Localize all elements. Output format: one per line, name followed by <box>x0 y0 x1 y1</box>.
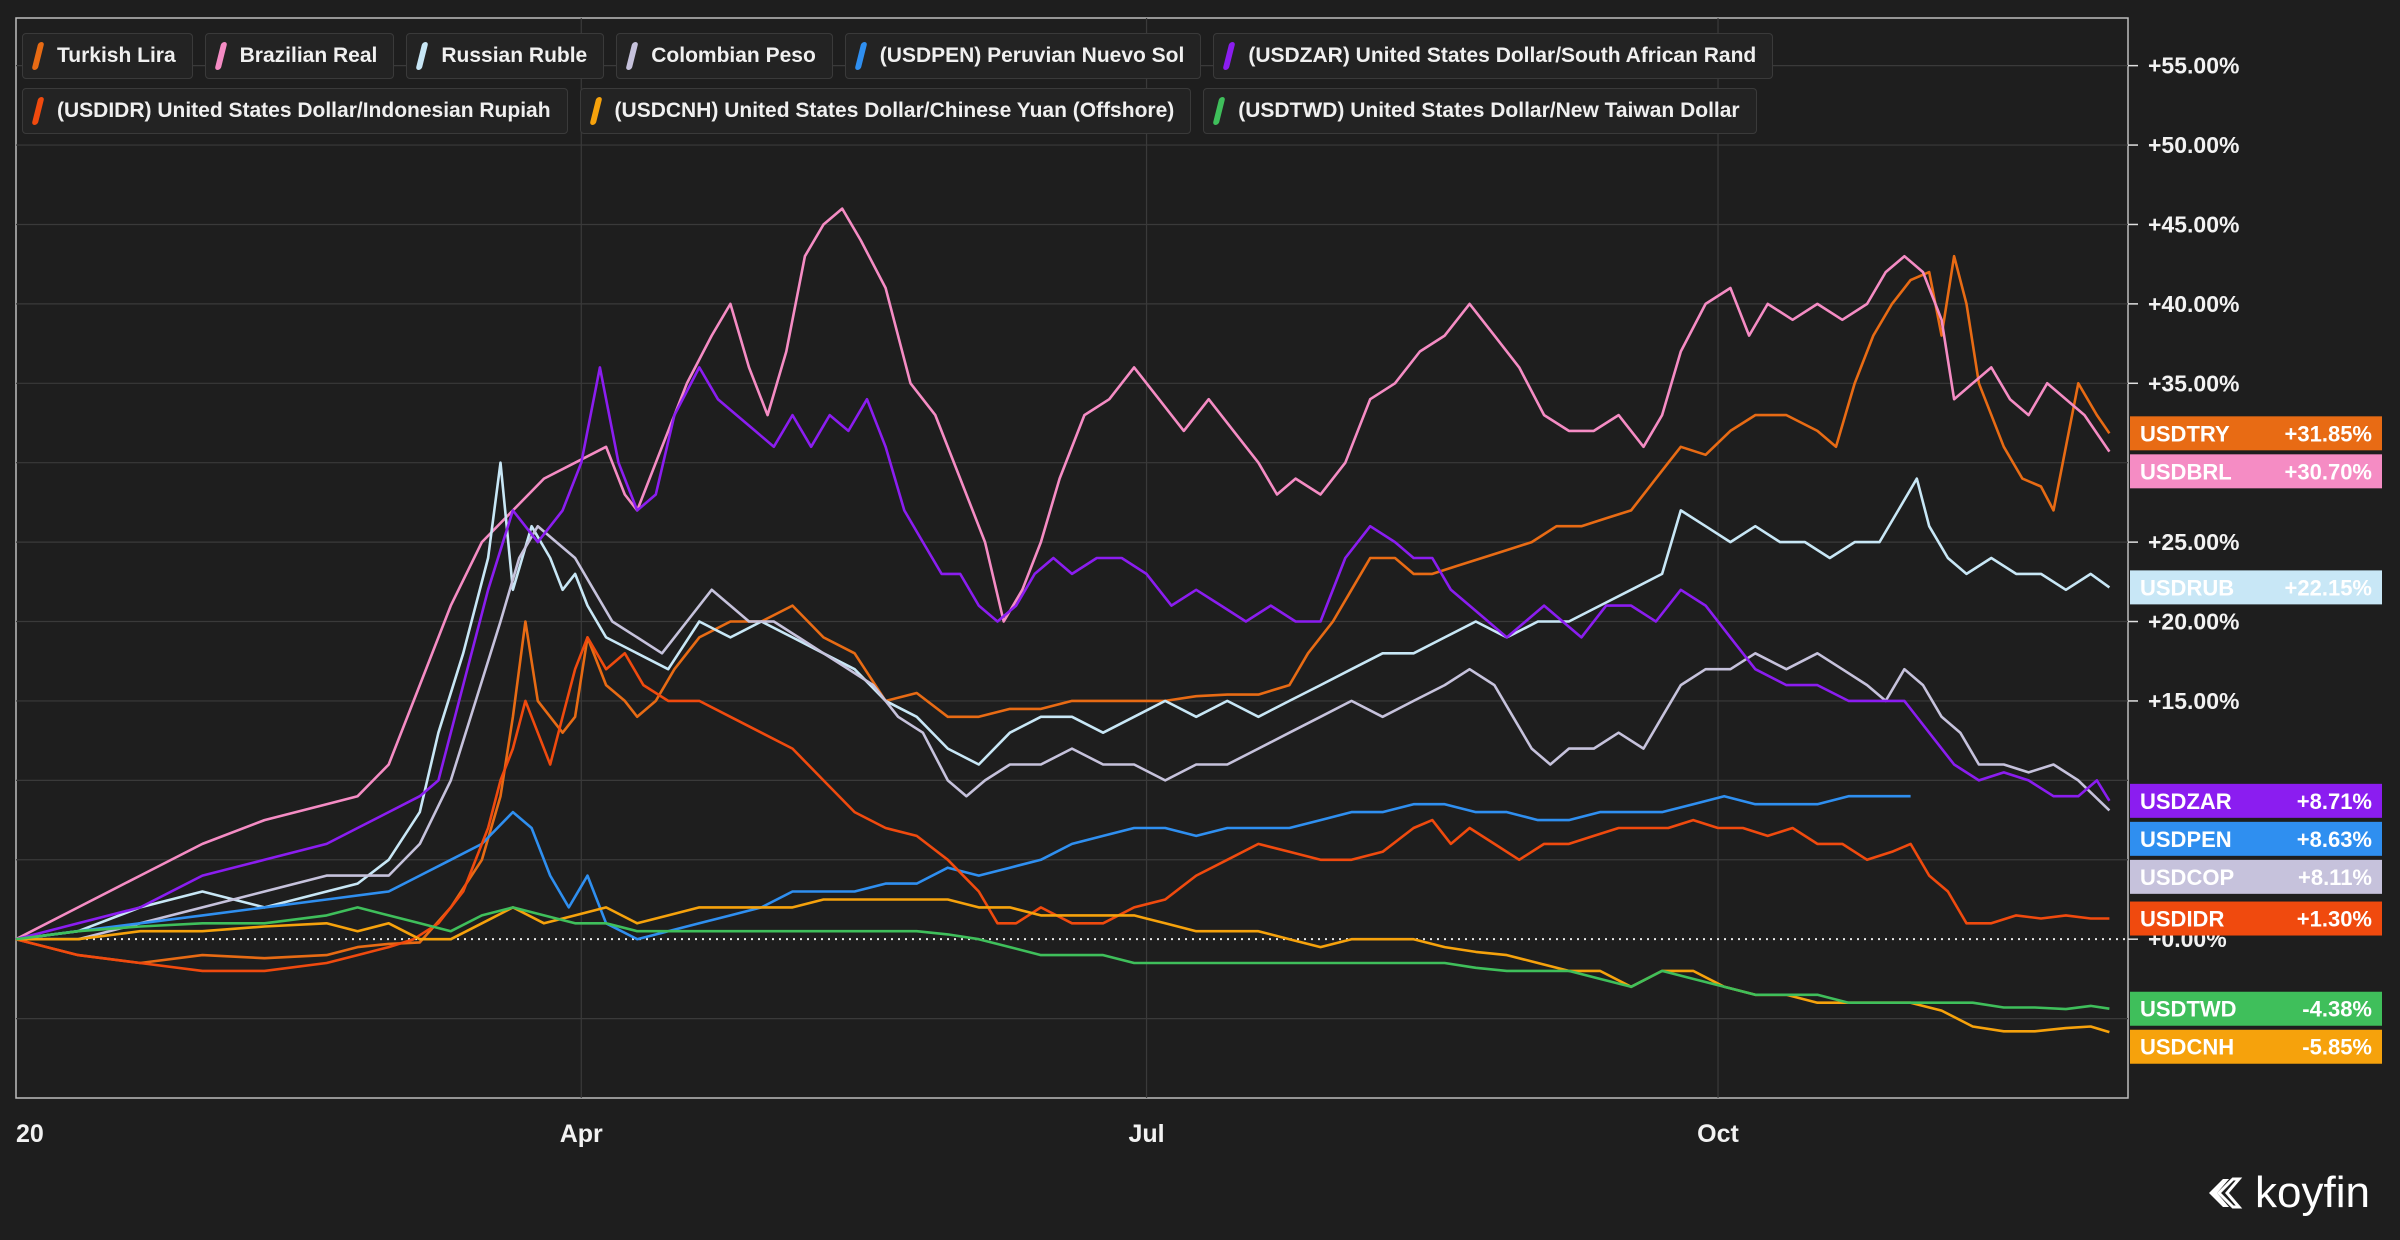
value-tag-symbol: USDCNH <box>2140 1035 2234 1060</box>
y-tick-label: +45.00% <box>2148 211 2239 237</box>
value-tag-symbol: USDCOP <box>2140 865 2234 890</box>
value-tag-usdcnh: USDCNH -5.85% <box>2130 1029 2382 1064</box>
value-tag-change: -5.85% <box>2302 1035 2372 1060</box>
value-tag-symbol: USDPEN <box>2140 827 2232 852</box>
legend-item-usdzar[interactable]: (USDZAR) United States Dollar/South Afri… <box>1213 33 1774 79</box>
value-tag-usdcop: USDCOP +8.11% <box>2130 859 2382 894</box>
koyfin-logo-icon <box>2209 1177 2243 1209</box>
legend-row: (USDIDR) United States Dollar/Indonesian… <box>22 88 1757 134</box>
legend-item-usdidr[interactable]: (USDIDR) United States Dollar/Indonesian… <box>22 88 568 134</box>
y-tick-label: +20.00% <box>2148 609 2239 635</box>
value-tag-usdrub: USDRUB +22.15% <box>2130 570 2382 605</box>
y-tick-label: +50.00% <box>2148 132 2239 158</box>
legend-swatch <box>589 97 603 125</box>
legend-item-usdcop[interactable]: Colombian Peso <box>616 33 833 79</box>
value-tag-change: +1.30% <box>2297 907 2372 932</box>
value-tag-symbol: USDIDR <box>2140 907 2224 932</box>
brand-name: koyfin <box>2255 1168 2370 1217</box>
legend-swatch <box>31 97 45 125</box>
legend-swatch <box>31 42 45 70</box>
value-tag-change: +30.70% <box>2285 459 2372 484</box>
value-tag-change: +8.63% <box>2297 827 2372 852</box>
plot-area <box>15 17 2129 1099</box>
x-tick-label: 20 <box>16 1120 44 1148</box>
y-tick-label: +15.00% <box>2148 688 2239 714</box>
legend-label: Russian Ruble <box>441 44 588 67</box>
value-tag-usdpen: USDPEN +8.63% <box>2130 821 2382 856</box>
value-tag-bg <box>2130 416 2382 451</box>
value-tag-usdidr: USDIDR +1.30% <box>2130 901 2382 936</box>
series-line-usdtwd <box>15 906 2110 1011</box>
value-tag-bg <box>2130 991 2382 1026</box>
x-tick-label: Apr <box>560 1120 603 1148</box>
legend-item-usdpen[interactable]: (USDPEN) Peruvian Nuevo Sol <box>844 33 1202 79</box>
legend-item-usdrub[interactable]: Russian Ruble <box>406 33 605 79</box>
y-tick-label: +35.00% <box>2148 370 2239 396</box>
series-line-usdcnh <box>16 898 2110 1034</box>
value-tag-symbol: USDTWD <box>2140 997 2237 1022</box>
legend-label: (USDIDR) United States Dollar/Indonesian… <box>57 99 551 122</box>
legend-swatch <box>854 42 868 70</box>
value-tag-bg <box>2130 783 2382 818</box>
y-tick-label: +55.00% <box>2148 53 2239 79</box>
legend-swatch <box>1222 42 1236 70</box>
value-tag-bg <box>2130 570 2382 605</box>
value-tag-change: +22.15% <box>2285 575 2372 600</box>
legend-label: (USDTWD) United States Dollar/New Taiwan… <box>1238 99 1740 122</box>
legend-label: Turkish Lira <box>57 44 176 67</box>
value-tag-symbol: USDRUB <box>2140 575 2234 600</box>
legend-swatch <box>625 42 639 70</box>
value-tag-usdzar: USDZAR +8.71% <box>2130 783 2382 818</box>
value-tag-usdbrl: USDBRL +30.70% <box>2130 454 2382 489</box>
series-line-usdzar <box>15 366 2111 941</box>
y-tick-label: +25.00% <box>2148 529 2239 555</box>
value-tag-change: +8.11% <box>2298 865 2372 890</box>
value-tag-bg <box>2130 821 2382 856</box>
value-tag-usdtwd: USDTWD -4.38% <box>2130 991 2382 1026</box>
x-tick-label: Oct <box>1697 1120 1739 1148</box>
series-line-usdpen <box>15 794 1911 941</box>
legend-row: Turkish Lira Brazilian Real Russian Ruble C… <box>22 33 1774 79</box>
y-tick-label: +40.00% <box>2148 291 2239 317</box>
value-tag-symbol: USDBRL <box>2140 459 2232 484</box>
legend-label: (USDZAR) United States Dollar/South Afri… <box>1248 44 1757 67</box>
legend-item-usdbrl[interactable]: Brazilian Real <box>204 33 395 79</box>
series-line-usdrub <box>15 461 2111 941</box>
legend-label: (USDPEN) Peruvian Nuevo Sol <box>879 44 1185 67</box>
legend-label: Brazilian Real <box>239 44 378 67</box>
legend-swatch <box>214 42 228 70</box>
brand-logo: koyfin <box>2203 1168 2370 1218</box>
value-tag-symbol: USDZAR <box>2140 789 2232 814</box>
series-line-usdbrl <box>15 207 2111 941</box>
legend-item-usdcnh[interactable]: (USDCNH) United States Dollar/Chinese Yu… <box>579 88 1192 134</box>
value-tag-bg <box>2130 859 2382 894</box>
legend-swatch <box>1212 97 1226 125</box>
legend-label: Colombian Peso <box>651 44 816 67</box>
value-tag-symbol: USDTRY <box>2140 421 2230 446</box>
x-tick-label: Jul <box>1128 1120 1164 1148</box>
legend-item-usdtry[interactable]: Turkish Lira <box>22 33 193 79</box>
value-tag-change: -4.38% <box>2302 997 2372 1022</box>
series-line-usdcop <box>16 524 2111 941</box>
legend-item-usdtwd[interactable]: (USDTWD) United States Dollar/New Taiwan… <box>1203 88 1757 134</box>
value-tag-bg <box>2130 1029 2382 1064</box>
legend-swatch <box>415 42 429 70</box>
value-tag-bg <box>2130 901 2382 936</box>
value-tag-change: +8.71% <box>2297 789 2372 814</box>
series-line-usdidr <box>15 636 2110 973</box>
value-tag-usdtry: USDTRY +31.85% <box>2130 416 2382 451</box>
value-tag-bg <box>2130 454 2382 489</box>
legend-label: (USDCNH) United States Dollar/Chinese Yu… <box>614 99 1175 122</box>
value-tag-change: +31.85% <box>2285 421 2372 446</box>
series-line-usdtry <box>15 254 2111 965</box>
